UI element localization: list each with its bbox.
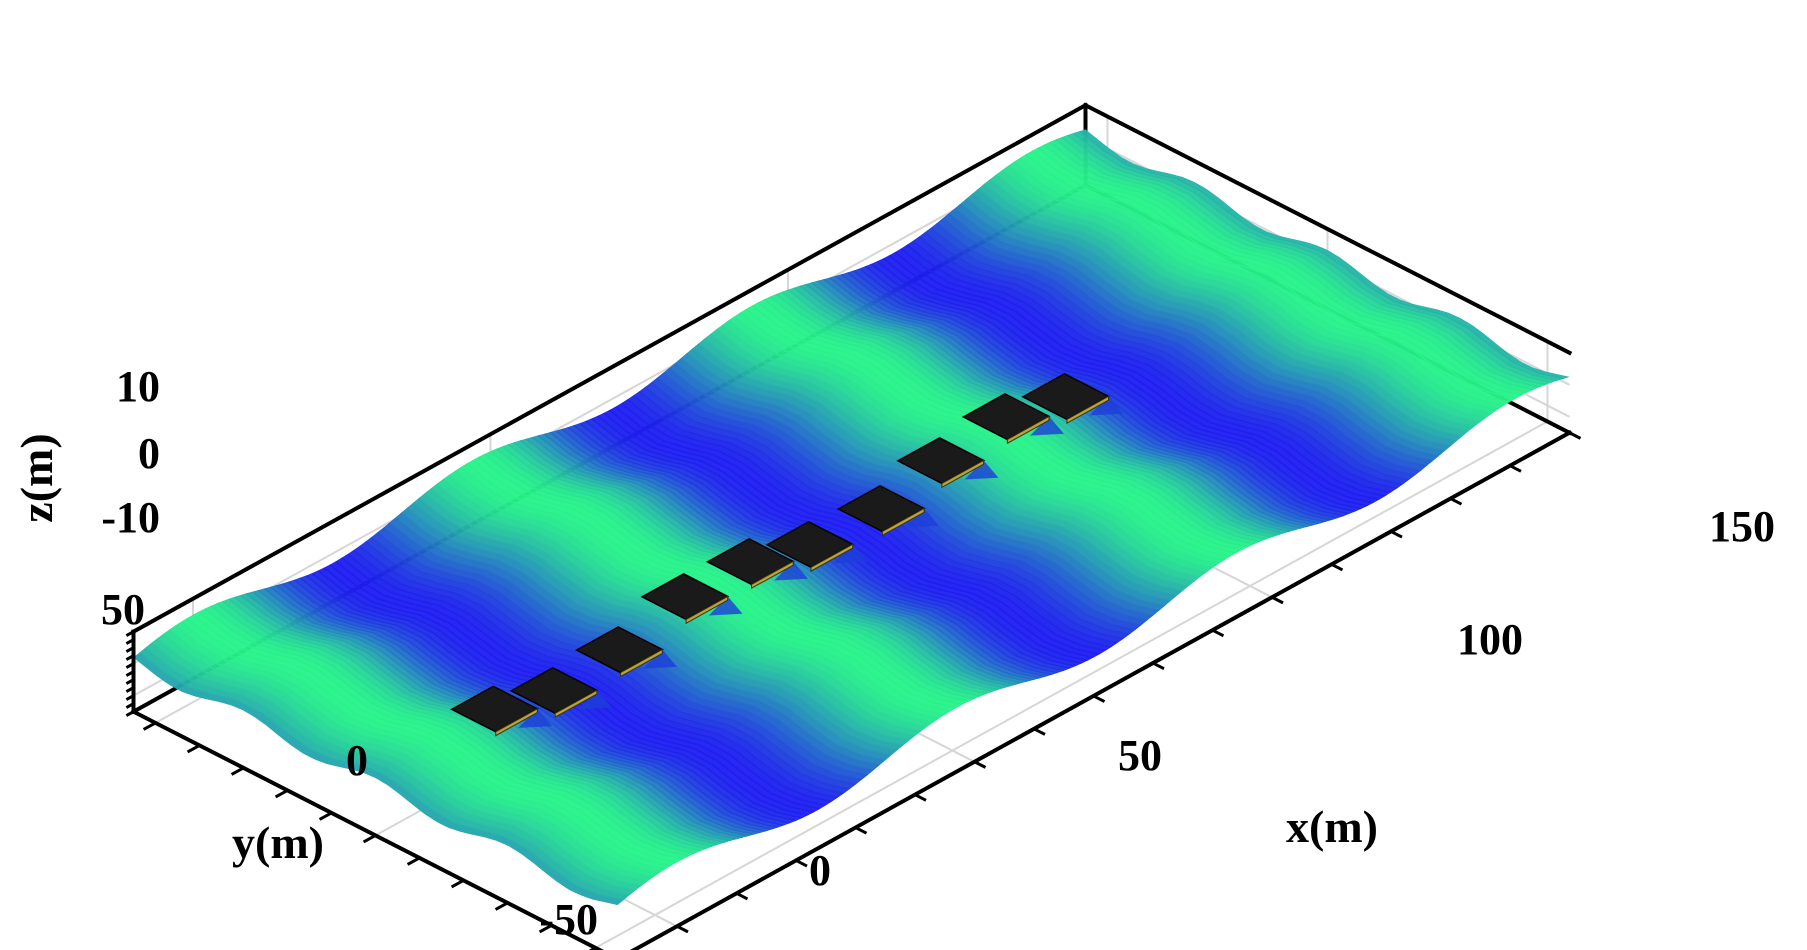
z-tick [125, 662, 135, 669]
x-tick-label: 100 [1457, 615, 1523, 664]
front-axes [125, 430, 1582, 950]
platform [575, 626, 678, 678]
platform [450, 685, 553, 737]
z-tick [125, 694, 135, 701]
x-tick [1271, 595, 1284, 605]
z-axis-label: z(m) [11, 433, 62, 522]
z-tick [125, 670, 135, 677]
x-tick [1330, 563, 1344, 572]
y-tick [186, 744, 201, 754]
x-tick [1033, 727, 1046, 736]
x-tick [914, 793, 927, 802]
platform [896, 437, 999, 489]
x-tick [1390, 530, 1403, 539]
z-tick-label: -10 [101, 493, 160, 542]
y-tick [274, 789, 289, 799]
x-tick [854, 826, 868, 835]
x-tick [676, 924, 689, 934]
x-tick [735, 892, 749, 901]
y-tick [230, 766, 245, 776]
y-tick [494, 901, 509, 911]
z-tick [125, 702, 135, 709]
platform [640, 573, 743, 625]
y-tick [142, 721, 157, 731]
z-tick-label: 10 [116, 362, 160, 411]
y-tick-label: 0 [346, 736, 368, 785]
x-tick-label: 150 [1709, 502, 1775, 551]
z-tick [125, 646, 135, 653]
x-tick [973, 760, 987, 769]
platform [705, 538, 808, 590]
x-tick [795, 859, 808, 868]
y-tick [588, 946, 597, 950]
box-edge [1082, 102, 1573, 356]
x-axis-label: x(m) [1286, 801, 1378, 852]
y-tick [450, 879, 465, 889]
z-tick [125, 678, 135, 685]
y-tick [406, 856, 421, 866]
z-tick [125, 638, 135, 645]
y-axis-label: y(m) [232, 817, 324, 868]
x-tick-label: 0 [809, 846, 831, 895]
x-tick [1509, 464, 1522, 473]
platform [509, 666, 612, 718]
z-tick-label: 0 [138, 429, 160, 478]
z-tick [125, 710, 135, 717]
z-tick [125, 654, 135, 661]
z-tick [125, 686, 135, 693]
labels: 0 50 100 150 -50 0 50 -10 0 10 x(m) y(m) z(m) [11, 362, 1775, 944]
x-tick [1152, 661, 1165, 671]
x-tick [1568, 431, 1582, 440]
x-tick [1449, 497, 1463, 506]
x-tick [1211, 628, 1225, 638]
wave-surface [133, 129, 1570, 905]
y-tick-label: 50 [101, 585, 145, 634]
platform [765, 520, 868, 572]
box-edge [130, 102, 1089, 635]
platform [961, 393, 1064, 445]
y-tick [362, 834, 377, 844]
y-tick [318, 811, 333, 821]
z-tick [125, 630, 135, 637]
y-tick-label: -50 [539, 895, 598, 944]
platform [1021, 372, 1124, 425]
y-tick [538, 924, 553, 934]
x-tick [1092, 694, 1106, 703]
platforms [450, 372, 1124, 737]
platform [836, 485, 939, 537]
x-tick-label: 50 [1118, 731, 1162, 780]
